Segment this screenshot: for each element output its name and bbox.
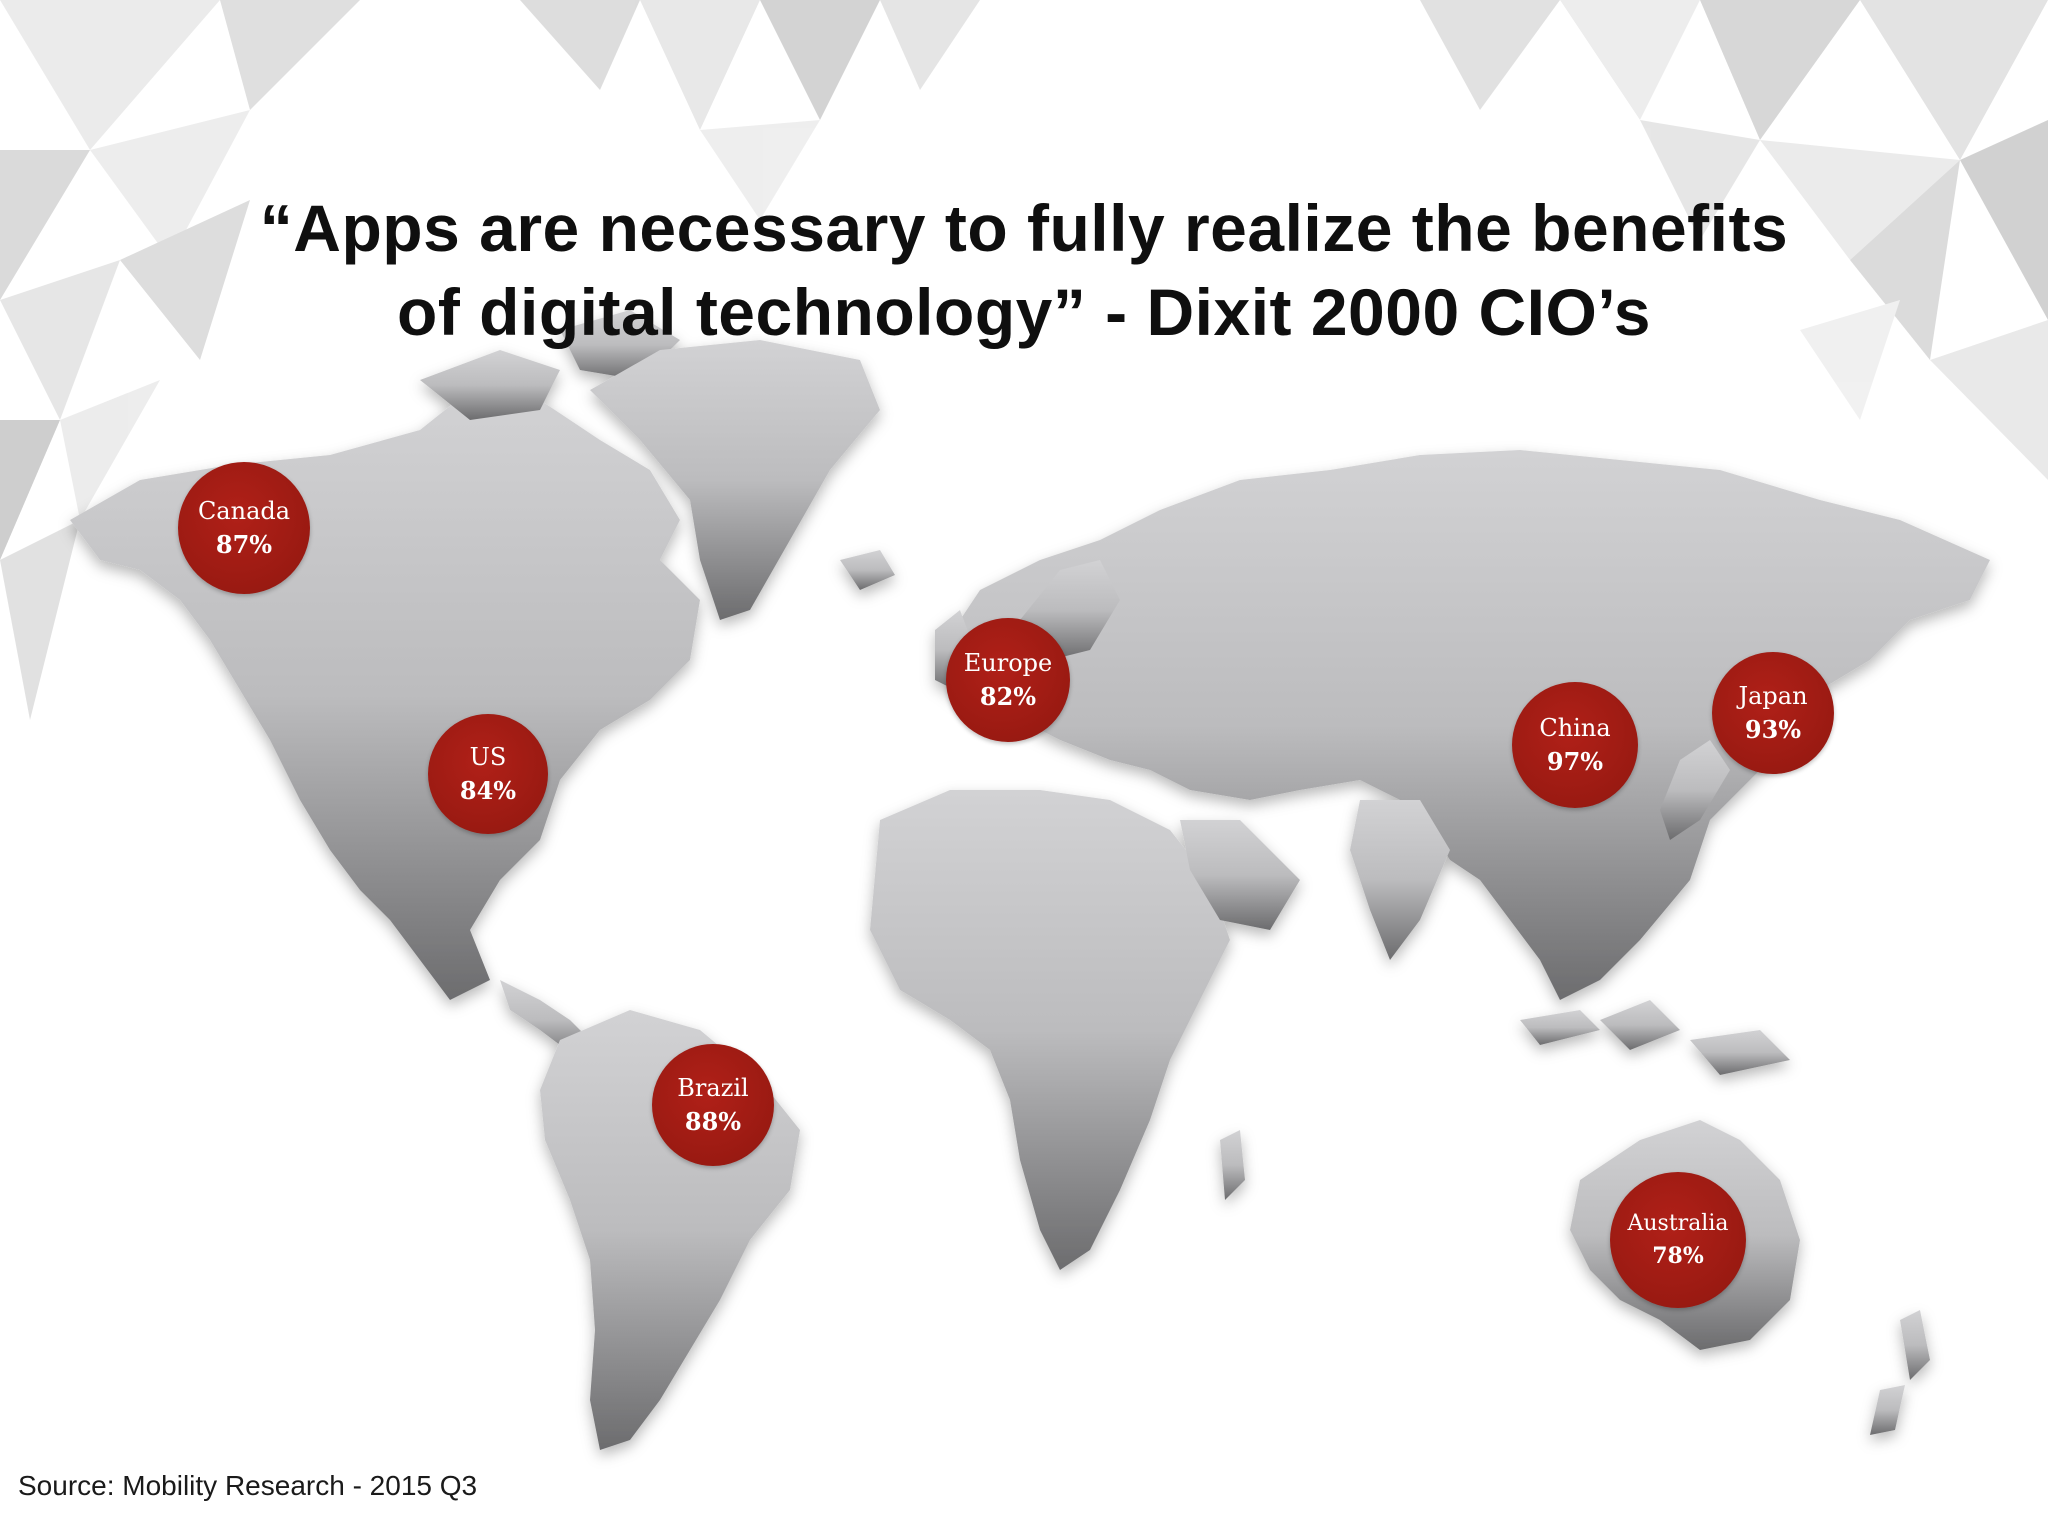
region-percent: 82%	[979, 682, 1037, 711]
region-name: China	[1539, 714, 1611, 742]
region-name: US	[469, 743, 507, 771]
region-marker-brazil: Brazil 88%	[652, 1044, 774, 1166]
region-name: Brazil	[677, 1074, 749, 1102]
region-percent: 97%	[1546, 747, 1604, 776]
region-marker-us: US 84%	[428, 714, 548, 834]
region-percent: 87%	[215, 530, 273, 559]
region-percent: 78%	[1652, 1243, 1704, 1269]
decorative-polygons	[0, 0, 2048, 720]
region-marker-japan: Japan 93%	[1712, 652, 1834, 774]
page-title: “Apps are necessary to fully realize the…	[0, 186, 2048, 354]
region-percent: 93%	[1744, 715, 1802, 744]
region-name: Canada	[197, 497, 291, 525]
title-line-1: “Apps are necessary to fully realize the…	[259, 191, 1789, 265]
region-marker-europe: Europe 82%	[946, 618, 1070, 742]
region-marker-china: China 97%	[1512, 682, 1638, 808]
region-percent: 88%	[684, 1107, 742, 1136]
region-marker-australia: Australia 78%	[1610, 1172, 1746, 1308]
region-name: Japan	[1738, 682, 1808, 710]
source-caption: Source: Mobility Research - 2015 Q3	[18, 1470, 478, 1501]
region-percent: 84%	[459, 776, 517, 805]
region-marker-canada: Canada 87%	[178, 462, 310, 594]
region-name: Europe	[963, 649, 1053, 677]
title-line-2: of digital technology” - Dixit 2000 CIO’…	[397, 275, 1651, 349]
region-name: Australia	[1627, 1211, 1729, 1236]
